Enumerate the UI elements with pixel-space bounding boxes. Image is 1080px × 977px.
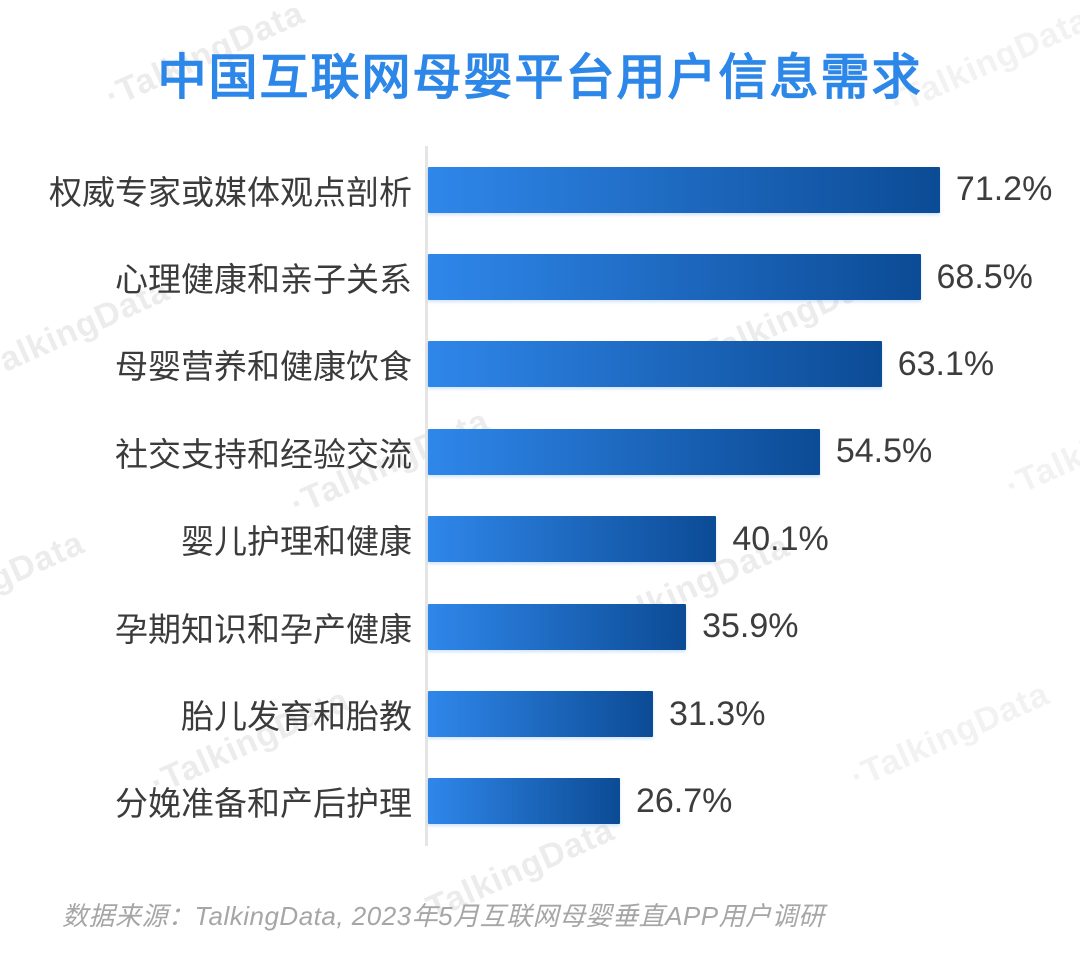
bar-track: 68.5% bbox=[428, 254, 1080, 301]
chart-row: 胎儿发育和胎教 31.3% bbox=[0, 670, 1080, 757]
chart-row: 母婴营养和健康饮食 63.1% bbox=[0, 321, 1080, 408]
value-label: 63.1% bbox=[897, 344, 995, 383]
bar bbox=[428, 691, 654, 738]
chart-row: 心理健康和亲子关系 68.5% bbox=[0, 233, 1080, 320]
bar bbox=[428, 428, 820, 475]
value-label: 26.7% bbox=[635, 781, 733, 820]
value-label: 40.1% bbox=[732, 519, 829, 558]
chart-row: 分娩准备和产后护理 26.7% bbox=[0, 758, 1080, 845]
value-label: 31.3% bbox=[669, 694, 766, 733]
bar bbox=[428, 166, 940, 213]
bar bbox=[428, 516, 717, 563]
category-label: 婴儿护理和健康 bbox=[181, 523, 412, 561]
category-label: 权威专家或媒体观点剖析 bbox=[49, 173, 412, 211]
category-label: 心理健康和亲子关系 bbox=[115, 261, 412, 299]
value-label: 54.5% bbox=[835, 432, 933, 471]
bar-track: 31.3% bbox=[428, 691, 1080, 738]
bar bbox=[428, 341, 882, 388]
bar bbox=[428, 778, 620, 825]
chart-row: 孕期知识和孕产健康 35.9% bbox=[0, 583, 1080, 670]
bar-track: 35.9% bbox=[428, 603, 1080, 650]
category-label: 分娩准备和产后护理 bbox=[115, 785, 412, 823]
bar-chart: 权威专家或媒体观点剖析 71.2% 心理健康和亲子关系 68.5% 母婴营养和健… bbox=[0, 146, 1080, 845]
bar-track: 71.2% bbox=[428, 166, 1080, 213]
chart-title: 中国互联网母婴平台用户信息需求 bbox=[157, 51, 923, 105]
bar-track: 63.1% bbox=[428, 341, 1080, 388]
category-label: 胎儿发育和胎教 bbox=[181, 698, 412, 736]
category-label: 母婴营养和健康饮食 bbox=[115, 348, 412, 386]
value-label: 35.9% bbox=[702, 607, 799, 646]
y-axis-line bbox=[425, 146, 428, 846]
value-label: 68.5% bbox=[936, 257, 1033, 296]
bar-track: 54.5% bbox=[428, 428, 1080, 475]
value-label: 71.2% bbox=[955, 170, 1053, 209]
bar-track: 40.1% bbox=[428, 516, 1080, 563]
data-source-note: 数据来源：TalkingData, 2023年5月互联网母婴垂直APP用户调研 bbox=[62, 901, 825, 931]
chart-row: 权威专家或媒体观点剖析 71.2% bbox=[0, 146, 1080, 233]
chart-row: 社交支持和经验交流 54.5% bbox=[0, 408, 1080, 495]
category-label: 社交支持和经验交流 bbox=[115, 435, 412, 473]
category-label: 孕期知识和孕产健康 bbox=[115, 610, 412, 648]
bar bbox=[428, 603, 687, 650]
bar-track: 26.7% bbox=[428, 778, 1080, 825]
chart-row: 婴儿护理和健康 40.1% bbox=[0, 496, 1080, 583]
bar bbox=[428, 254, 921, 301]
